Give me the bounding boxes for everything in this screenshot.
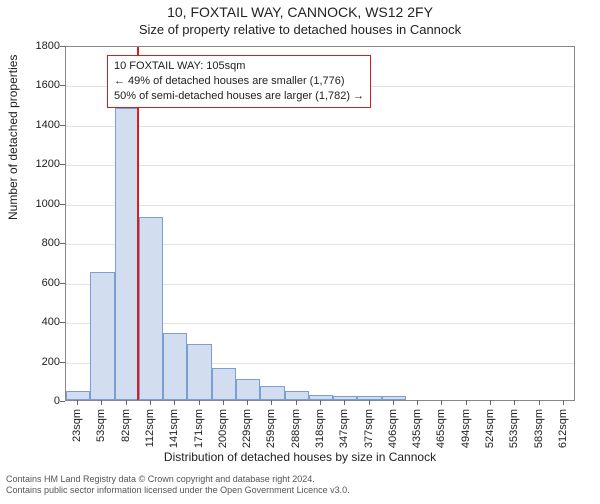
histogram-bar	[382, 396, 406, 400]
x-tick-label: 583sqm	[533, 409, 545, 448]
x-tick-label: 53sqm	[95, 409, 107, 442]
histogram-bar	[333, 396, 357, 400]
footer-line-1: Contains HM Land Registry data © Crown c…	[6, 474, 350, 485]
x-tick-label: 377sqm	[363, 409, 375, 448]
callout-line: ← 49% of detached houses are smaller (1,…	[114, 74, 364, 89]
y-tick-label: 1000	[10, 198, 60, 210]
marker-callout: 10 FOXTAIL WAY: 105sqm← 49% of detached …	[107, 55, 371, 108]
histogram-bar	[212, 368, 236, 400]
x-tick-label: 435sqm	[411, 409, 423, 448]
histogram-bar	[139, 217, 163, 400]
x-tick-label: 524sqm	[484, 409, 496, 448]
x-tick-label: 347sqm	[338, 409, 350, 448]
histogram-bar	[163, 333, 187, 400]
x-tick-label: 288sqm	[290, 409, 302, 448]
chart-title: 10, FOXTAIL WAY, CANNOCK, WS12 2FY	[0, 4, 600, 20]
x-tick-label: 200sqm	[217, 409, 229, 448]
x-tick-label: 465sqm	[435, 409, 447, 448]
histogram-bar	[357, 396, 381, 400]
chart-titles: 10, FOXTAIL WAY, CANNOCK, WS12 2FY Size …	[0, 4, 600, 37]
histogram-bar	[236, 379, 260, 400]
footer-line-2: Contains public sector information licen…	[6, 485, 350, 496]
y-tick-label: 200	[10, 356, 60, 368]
callout-line: 10 FOXTAIL WAY: 105sqm	[114, 59, 364, 74]
callout-line: 50% of semi-detached houses are larger (…	[114, 89, 364, 104]
histogram-bar	[115, 108, 139, 400]
x-tick-label: 406sqm	[387, 409, 399, 448]
x-tick-label: 23sqm	[71, 409, 83, 442]
y-tick-label: 0	[10, 395, 60, 407]
x-tick-label: 553sqm	[508, 409, 520, 448]
y-tick-label: 400	[10, 316, 60, 328]
x-tick-label: 82sqm	[120, 409, 132, 442]
histogram-bar	[66, 391, 90, 400]
x-tick-label: 229sqm	[241, 409, 253, 448]
x-tick-label: 318sqm	[314, 409, 326, 448]
x-tick-label: 494sqm	[460, 409, 472, 448]
histogram-bar	[260, 386, 284, 400]
y-tick-label: 1800	[10, 40, 60, 52]
x-tick-label: 112sqm	[144, 409, 156, 447]
histogram-bar	[187, 344, 211, 400]
chart-subtitle: Size of property relative to detached ho…	[0, 22, 600, 37]
x-tick-label: 259sqm	[265, 409, 277, 448]
x-axis-label: Distribution of detached houses by size …	[0, 450, 600, 464]
histogram-bar	[285, 391, 309, 400]
y-tick-label: 800	[10, 237, 60, 249]
x-tick-label: 141sqm	[168, 409, 180, 448]
x-tick-label: 612sqm	[557, 409, 569, 448]
x-tick-label: 171sqm	[193, 409, 205, 448]
y-tick-label: 1400	[10, 119, 60, 131]
histogram-bar	[90, 272, 114, 400]
y-tick-label: 1200	[10, 158, 60, 170]
footer-text: Contains HM Land Registry data © Crown c…	[6, 474, 350, 496]
y-tick-label: 600	[10, 277, 60, 289]
y-tick-label: 1600	[10, 79, 60, 91]
